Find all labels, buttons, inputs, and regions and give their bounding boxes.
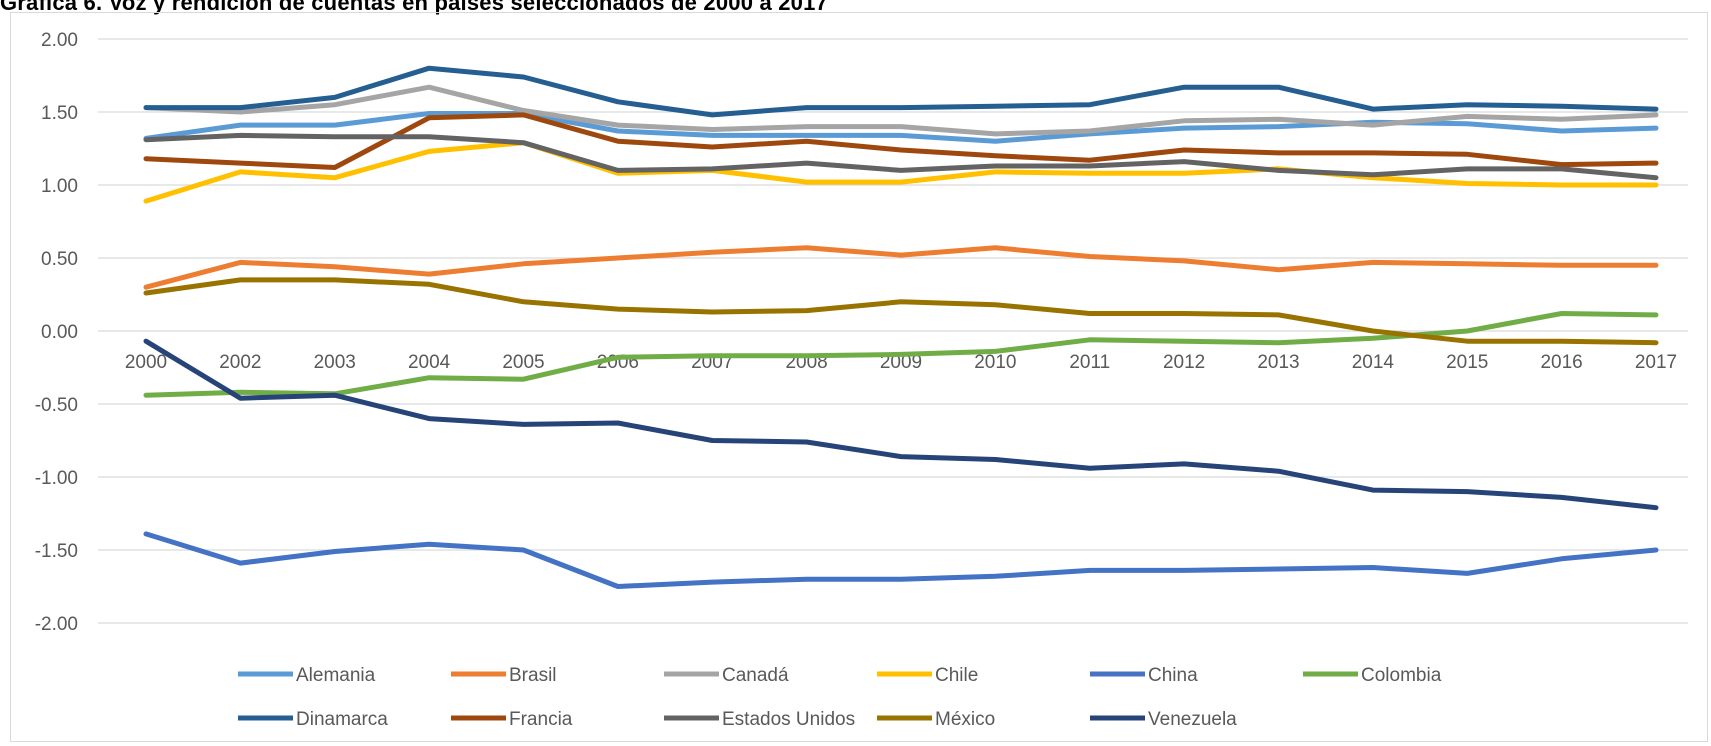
x-tick-label: 2000 [125,352,167,373]
x-tick-label: 2016 [1540,352,1582,373]
legend-label: Estados Unidos [722,709,855,730]
x-tick-label: 2004 [408,352,451,373]
y-axis-tick-labels: 2.00 1.50 1.00 0.50 0.00 -0.50 -1.00 -1.50 -2.00 [35,30,78,635]
legend: Alemania Brasil Canadá Chile China Colombia Di… [238,665,1442,730]
legend-label: Canadá [722,665,789,686]
chart-title: Gráfica 6. Voz y rendición de cuentas en… [0,0,828,15]
x-tick-label: 2003 [314,352,356,373]
x-tick-label: 2010 [974,352,1016,373]
series-line-chile [143,140,1659,204]
y-tick-label: 0.00 [41,322,78,343]
legend-label: Colombia [1361,665,1442,686]
series-lines [143,65,1659,589]
x-tick-label: 2013 [1257,352,1299,373]
series-line-venezuela [143,338,1659,511]
y-tick-label: 1.50 [41,103,78,124]
legend-label: Francia [509,709,573,730]
series-line-brasil [143,245,1659,290]
series-line-estados-unidos [143,132,1659,181]
y-tick-label: -2.00 [35,614,78,635]
x-tick-label: 2017 [1635,352,1677,373]
y-tick-label: -1.50 [35,541,78,562]
x-tick-label: 2015 [1446,352,1488,373]
y-tick-label: 0.50 [41,249,78,270]
series-line-colombia [143,311,1659,398]
x-tick-label: 2011 [1069,352,1110,373]
legend-label: México [935,709,995,730]
series-line-china [143,531,1659,589]
x-tick-label: 2002 [219,352,261,373]
legend-label: Venezuela [1148,709,1237,730]
y-tick-label: 1.00 [41,176,78,197]
legend-label: Dinamarca [296,709,388,730]
x-tick-label: 2005 [502,352,544,373]
legend-label: Chile [935,665,978,686]
legend-label: Brasil [509,665,557,686]
y-tick-label: -1.00 [35,468,78,489]
legend-label: Alemania [296,665,376,686]
chart-frame [10,12,1708,742]
series-line-dinamarca [143,65,1659,118]
series-line-m-xico [143,277,1659,346]
y-tick-label: -0.50 [35,395,78,416]
x-tick-label: 2009 [880,352,922,373]
series-line-canad- [143,84,1659,137]
y-tick-label: 2.00 [41,30,78,51]
x-tick-label: 2014 [1352,352,1395,373]
x-tick-label: 2012 [1163,352,1205,373]
legend-label: China [1148,665,1198,686]
